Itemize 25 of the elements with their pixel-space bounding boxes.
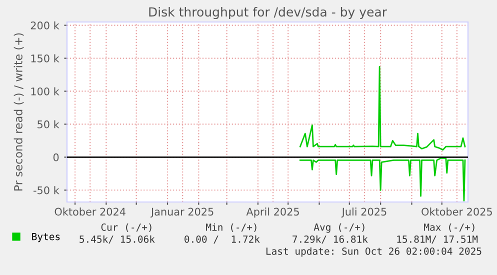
y-tick-label: -50 k <box>34 186 60 194</box>
text: Cur (-/+) <box>101 223 152 232</box>
y-axis-title: Pr second read (-) / write (+) <box>14 33 24 191</box>
text: Min (-/+) <box>206 223 256 232</box>
text: 7.29k/ 16.81k <box>292 235 368 244</box>
x-tick-label: Juli 2025 <box>341 208 386 218</box>
line-series <box>299 66 466 151</box>
chart-title: Disk throughput for /dev/sda - by year <box>149 6 388 20</box>
text: Last update: Sun Oct 26 02:00:04 2025 <box>266 247 482 257</box>
y-tick-label: 100 k <box>31 87 60 96</box>
x-tick-label: Oktober 2025 <box>422 208 492 216</box>
text: 0.00 / 1.72k <box>184 235 260 244</box>
y-tick-label: 200 k <box>30 21 60 30</box>
text: Max (-/+) <box>424 223 474 232</box>
legend-label: Bytes <box>32 233 60 242</box>
y-tick-label: 50 k <box>38 120 60 128</box>
text: 5.45k/ 15.06k <box>80 235 155 244</box>
y-tick-label: 0 <box>53 153 59 162</box>
y-tick-label: 150 k <box>31 54 60 62</box>
text: Avg (-/+) <box>314 223 364 233</box>
x-tick-label: April 2025 <box>246 208 299 218</box>
line-series <box>299 157 466 202</box>
x-tick-label: Oktober 2024 <box>54 208 126 216</box>
x-tick-label: Januar 2025 <box>150 208 214 218</box>
text: 15.81M/ 17.51M <box>397 235 478 244</box>
